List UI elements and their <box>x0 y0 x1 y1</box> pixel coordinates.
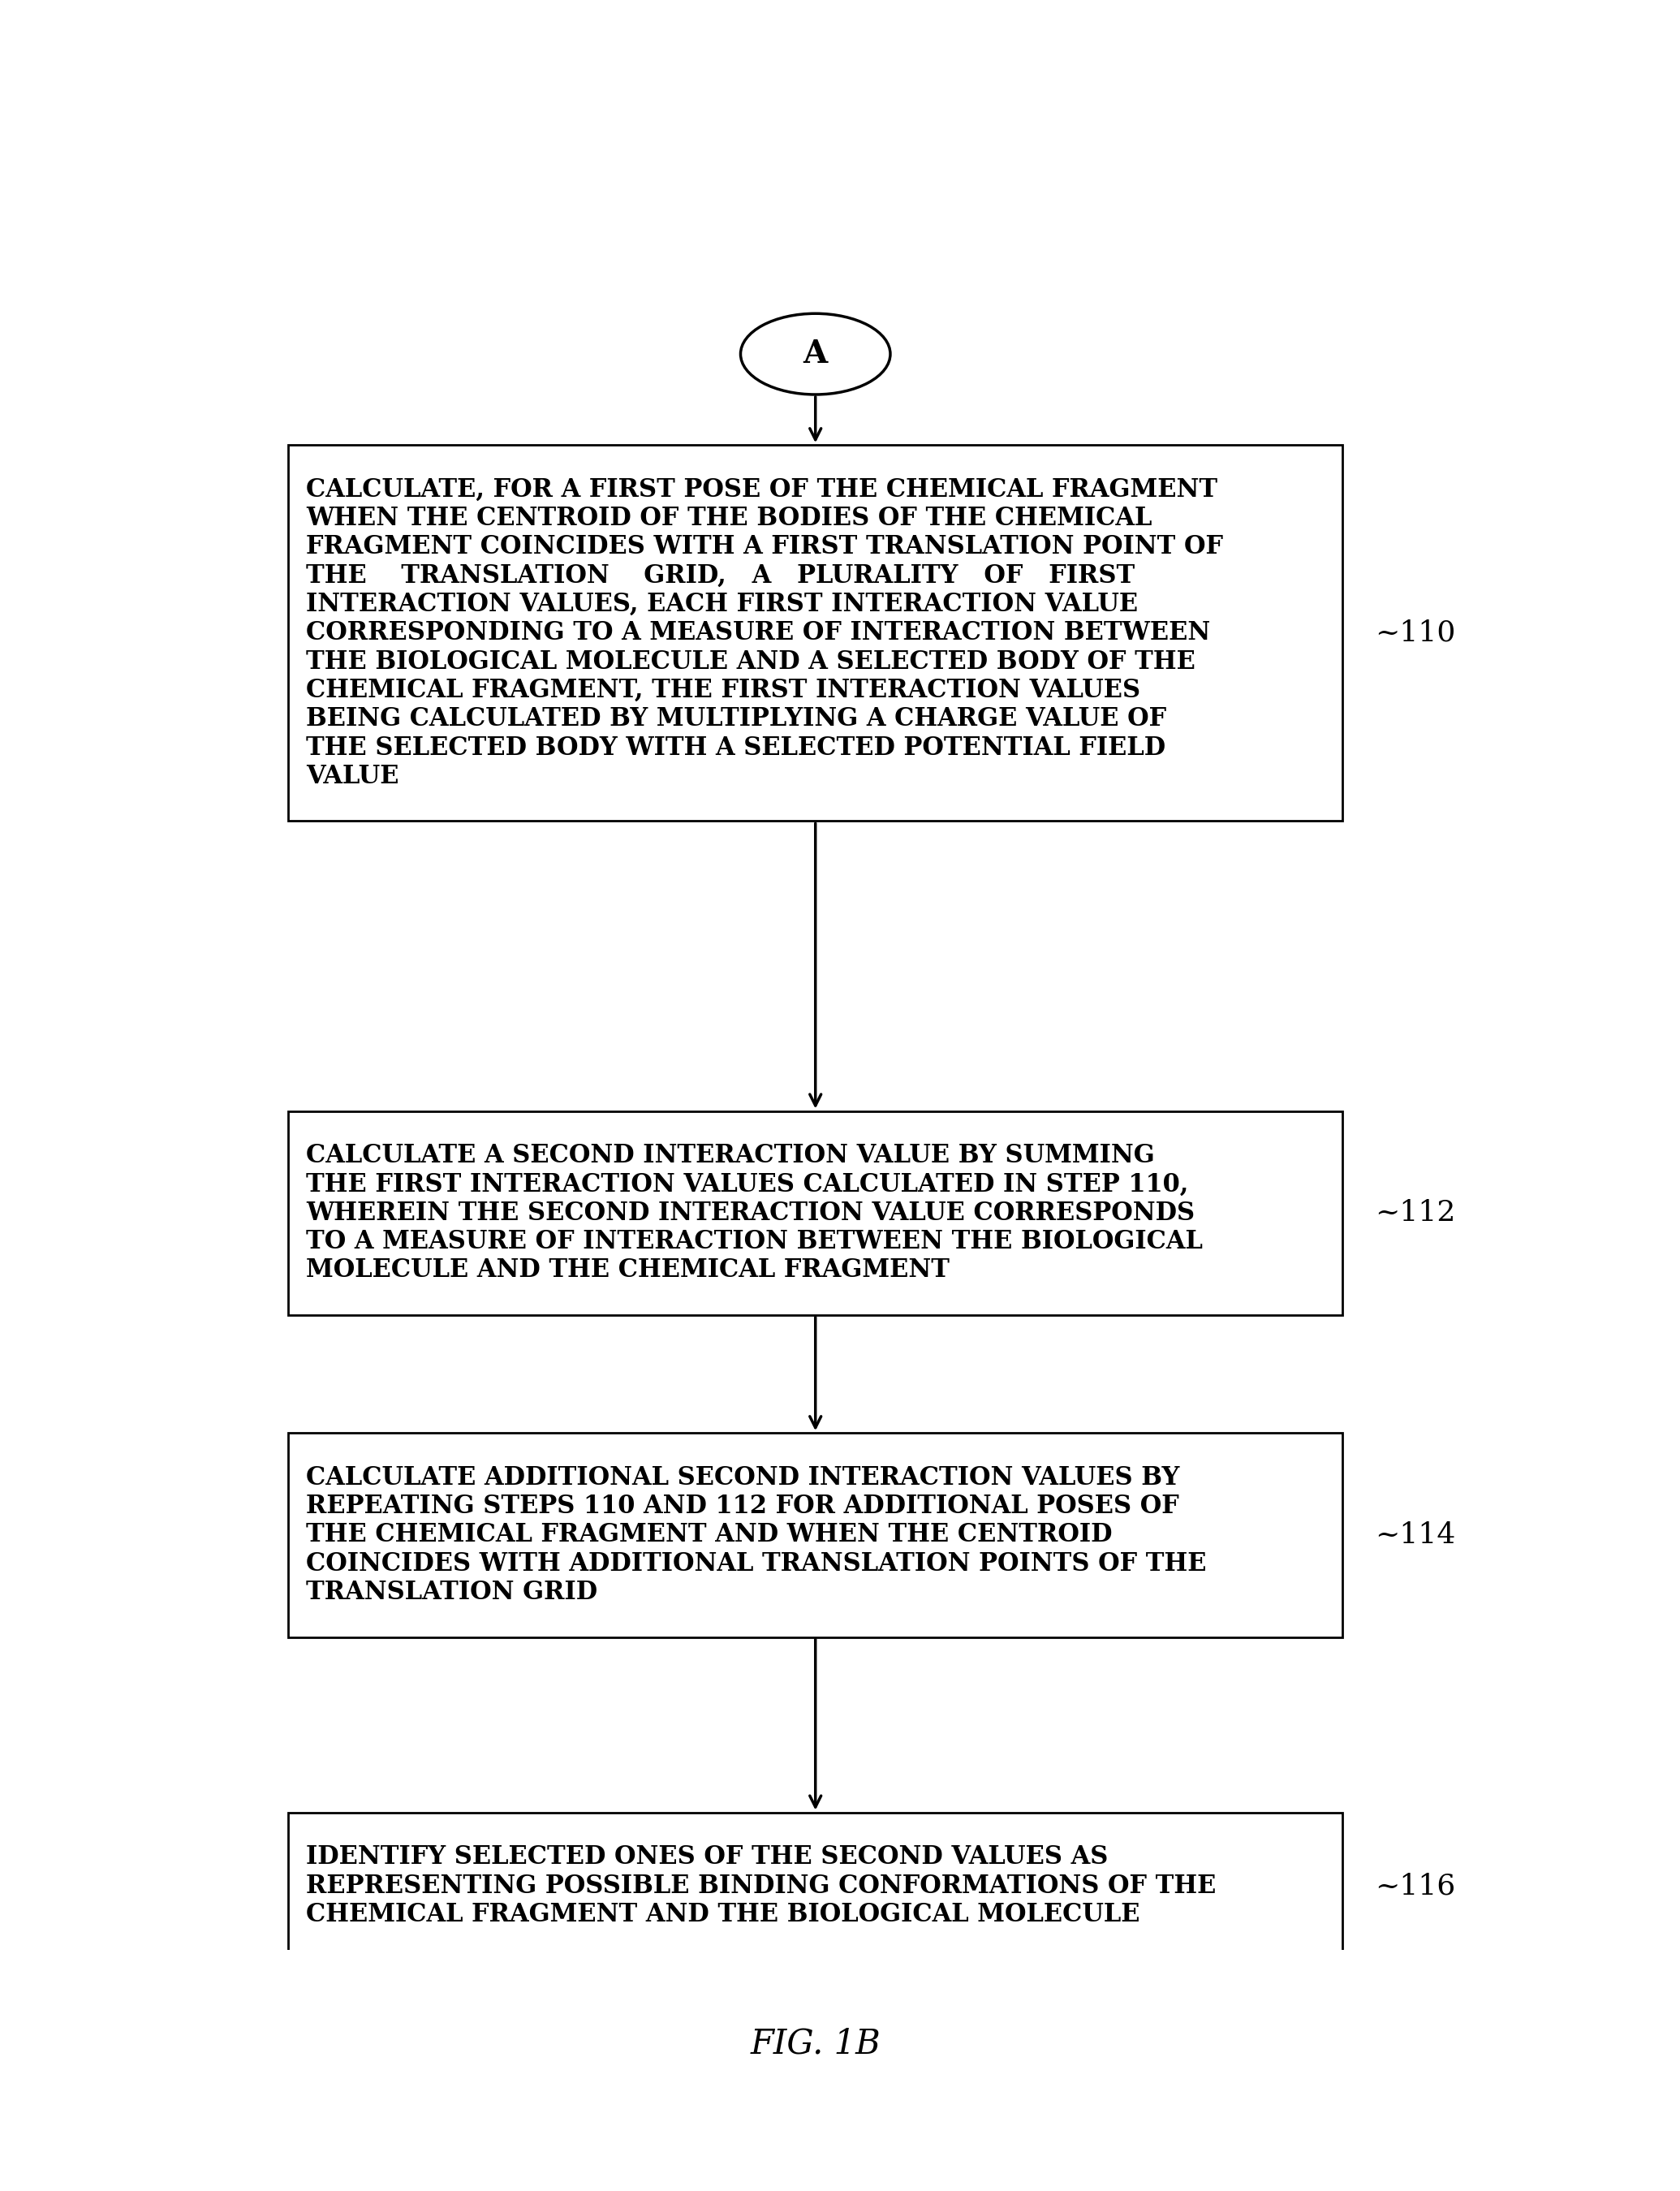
Text: REPRESENTING POSSIBLE BINDING CONFORMATIONS OF THE: REPRESENTING POSSIBLE BINDING CONFORMATI… <box>306 1873 1216 1897</box>
Text: A: A <box>803 340 828 370</box>
Text: REPEATING STEPS 110 AND 112 FOR ADDITIONAL POSES OF: REPEATING STEPS 110 AND 112 FOR ADDITION… <box>306 1494 1179 1518</box>
Text: VALUE: VALUE <box>306 765 400 789</box>
Text: THE FIRST INTERACTION VALUES CALCULATED IN STEP 110,: THE FIRST INTERACTION VALUES CALCULATED … <box>306 1172 1189 1196</box>
Text: COINCIDES WITH ADDITIONAL TRANSLATION POINTS OF THE: COINCIDES WITH ADDITIONAL TRANSLATION PO… <box>306 1551 1206 1575</box>
Bar <box>289 1111 1342 1315</box>
Text: MOLECULE AND THE CHEMICAL FRAGMENT: MOLECULE AND THE CHEMICAL FRAGMENT <box>306 1258 949 1284</box>
Text: ~114: ~114 <box>1376 1521 1457 1549</box>
Text: BEING CALCULATED BY MULTIPLYING A CHARGE VALUE OF: BEING CALCULATED BY MULTIPLYING A CHARGE… <box>306 706 1166 732</box>
Text: IDENTIFY SELECTED ONES OF THE SECOND VALUES AS: IDENTIFY SELECTED ONES OF THE SECOND VAL… <box>306 1845 1109 1869</box>
Text: TRANSLATION GRID: TRANSLATION GRID <box>306 1580 598 1606</box>
Text: THE SELECTED BODY WITH A SELECTED POTENTIAL FIELD: THE SELECTED BODY WITH A SELECTED POTENT… <box>306 734 1166 760</box>
Text: CORRESPONDING TO A MEASURE OF INTERACTION BETWEEN: CORRESPONDING TO A MEASURE OF INTERACTIO… <box>306 620 1211 646</box>
Text: ~110: ~110 <box>1376 620 1457 646</box>
Bar <box>289 1433 1342 1637</box>
Text: WHEREIN THE SECOND INTERACTION VALUE CORRESPONDS: WHEREIN THE SECOND INTERACTION VALUE COR… <box>306 1201 1194 1225</box>
Bar <box>289 1812 1342 1959</box>
Text: WHEN THE CENTROID OF THE BODIES OF THE CHEMICAL: WHEN THE CENTROID OF THE BODIES OF THE C… <box>306 506 1152 530</box>
Text: TO A MEASURE OF INTERACTION BETWEEN THE BIOLOGICAL: TO A MEASURE OF INTERACTION BETWEEN THE … <box>306 1229 1203 1253</box>
Text: ~116: ~116 <box>1376 1871 1457 1900</box>
Text: THE CHEMICAL FRAGMENT AND WHEN THE CENTROID: THE CHEMICAL FRAGMENT AND WHEN THE CENTR… <box>306 1523 1112 1547</box>
Text: CALCULATE ADDITIONAL SECOND INTERACTION VALUES BY: CALCULATE ADDITIONAL SECOND INTERACTION … <box>306 1466 1179 1490</box>
Text: FIG. 1B: FIG. 1B <box>751 2027 880 2062</box>
Text: THE BIOLOGICAL MOLECULE AND A SELECTED BODY OF THE: THE BIOLOGICAL MOLECULE AND A SELECTED B… <box>306 649 1196 675</box>
Text: CALCULATE, FOR A FIRST POSE OF THE CHEMICAL FRAGMENT: CALCULATE, FOR A FIRST POSE OF THE CHEMI… <box>306 478 1218 502</box>
Text: ~112: ~112 <box>1376 1198 1457 1227</box>
Text: CHEMICAL FRAGMENT, THE FIRST INTERACTION VALUES: CHEMICAL FRAGMENT, THE FIRST INTERACTION… <box>306 677 1141 703</box>
Text: CHEMICAL FRAGMENT AND THE BIOLOGICAL MOLECULE: CHEMICAL FRAGMENT AND THE BIOLOGICAL MOL… <box>306 1902 1141 1928</box>
Bar <box>289 445 1342 822</box>
Text: CALCULATE A SECOND INTERACTION VALUE BY SUMMING: CALCULATE A SECOND INTERACTION VALUE BY … <box>306 1144 1156 1168</box>
Text: THE    TRANSLATION    GRID,   A   PLURALITY   OF   FIRST: THE TRANSLATION GRID, A PLURALITY OF FIR… <box>306 563 1136 589</box>
Text: INTERACTION VALUES, EACH FIRST INTERACTION VALUE: INTERACTION VALUES, EACH FIRST INTERACTI… <box>306 592 1139 618</box>
Text: FRAGMENT COINCIDES WITH A FIRST TRANSLATION POINT OF: FRAGMENT COINCIDES WITH A FIRST TRANSLAT… <box>306 535 1223 559</box>
